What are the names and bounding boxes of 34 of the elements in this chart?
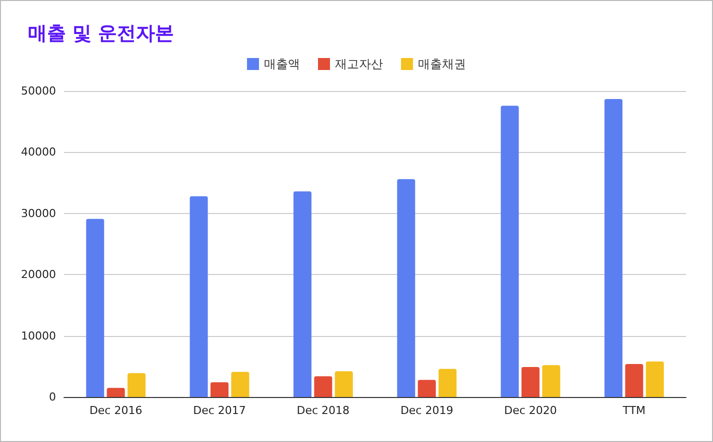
- bar: [231, 372, 250, 397]
- legend-label: 매출채권: [418, 57, 466, 71]
- bar: [86, 218, 104, 397]
- bar: [334, 371, 353, 397]
- x-tick-label: Dec 2016: [89, 404, 142, 417]
- bar: [625, 364, 644, 397]
- chart-title: 매출 및 운전자본: [28, 22, 174, 44]
- x-tick-label: Dec 2017: [193, 404, 246, 417]
- bar: [190, 196, 208, 397]
- bar: [128, 373, 146, 397]
- bar: [438, 368, 457, 397]
- x-tick-label: Dec 2019: [400, 404, 454, 417]
- bar: [522, 367, 540, 397]
- y-tick-label: 40000: [21, 146, 56, 159]
- bar: [210, 382, 228, 397]
- legend-label: 매출액: [264, 57, 300, 71]
- bar: [106, 388, 125, 397]
- bar: [293, 191, 312, 397]
- legend-label: 재고자산: [335, 57, 383, 71]
- bar: [314, 376, 332, 397]
- x-tick-label: Dec 2020: [504, 404, 557, 417]
- y-tick-label: 50000: [21, 84, 56, 98]
- bar: [397, 179, 416, 397]
- y-tick-label: 0: [49, 390, 56, 404]
- bar: [542, 365, 560, 397]
- x-tick-label: TTM: [622, 404, 646, 417]
- bar: [500, 106, 519, 397]
- bar: [646, 362, 664, 397]
- y-tick-label: 20000: [21, 268, 56, 282]
- bar: [418, 380, 436, 397]
- y-tick-label: 10000: [21, 329, 56, 342]
- bar: [604, 98, 622, 397]
- y-tick-label: 30000: [21, 206, 56, 220]
- x-tick-label: Dec 2018: [296, 404, 350, 417]
